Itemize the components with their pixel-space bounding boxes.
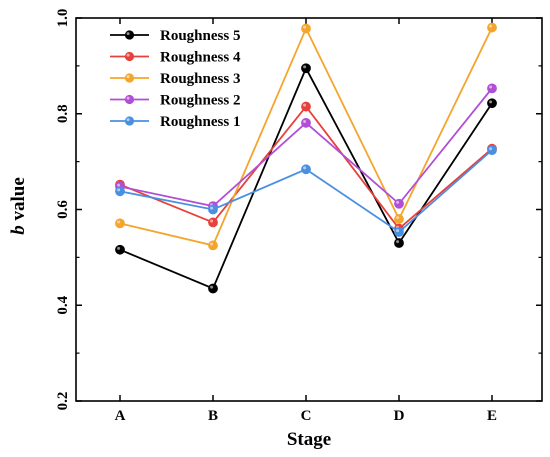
legend-label: Roughness 5 xyxy=(160,28,240,44)
data-point-highlight xyxy=(210,242,214,246)
legend-swatch-marker xyxy=(124,73,135,83)
data-point-highlight xyxy=(303,166,307,170)
legend-swatch-marker xyxy=(124,30,135,40)
legend-swatch-highlight xyxy=(126,32,130,36)
y-tick-label: 1.0 xyxy=(55,9,71,28)
data-point-highlight xyxy=(396,200,400,204)
data-point-highlight xyxy=(117,246,121,250)
legend-item: Roughness 5 xyxy=(110,28,240,44)
data-point-highlight xyxy=(396,216,400,220)
axes: 0.2 0.4 0.6 0.8 1.0 A B C D E xyxy=(55,9,543,424)
data-point-highlight xyxy=(303,65,307,69)
data-point xyxy=(487,145,497,156)
y-tick-label: 0.2 xyxy=(55,392,71,411)
x-axis-title: Stage xyxy=(287,429,331,450)
data-point-highlight xyxy=(210,285,214,289)
data-point xyxy=(487,22,497,33)
series-roughness-1 xyxy=(115,145,497,237)
legend-item: Roughness 1 xyxy=(110,114,240,130)
legend: Roughness 5 Roughness 4 Roughness 3 Roughne… xyxy=(110,28,241,130)
legend-swatch-highlight xyxy=(126,118,130,122)
legend-label: Roughness 1 xyxy=(160,114,240,130)
data-point xyxy=(487,98,497,109)
y-axis-title: b value xyxy=(8,177,29,235)
data-point-highlight xyxy=(117,183,121,187)
data-point xyxy=(301,164,311,175)
legend-item: Roughness 3 xyxy=(110,71,240,87)
data-point-highlight xyxy=(396,229,400,233)
data-point xyxy=(301,63,311,74)
data-point xyxy=(394,198,404,209)
data-point xyxy=(394,227,404,237)
legend-swatch-highlight xyxy=(126,96,130,100)
x-tick-label: A xyxy=(115,408,126,424)
x-tick-label: B xyxy=(208,408,218,424)
legend-item: Roughness 4 xyxy=(110,50,241,66)
data-point-highlight xyxy=(303,103,307,107)
y-tick-label: 0.6 xyxy=(55,200,71,219)
data-point-highlight xyxy=(396,240,400,244)
data-point-highlight xyxy=(117,220,121,224)
x-tick-label: E xyxy=(487,408,497,424)
legend-swatch-marker xyxy=(124,51,135,62)
data-point-highlight xyxy=(117,188,121,192)
data-point-highlight xyxy=(489,24,493,28)
data-point xyxy=(394,238,404,248)
data-point xyxy=(394,214,404,224)
data-point xyxy=(301,117,311,128)
data-point-highlight xyxy=(210,219,214,223)
y-tick-label: 0.4 xyxy=(55,295,71,314)
x-tick-label: D xyxy=(394,408,405,424)
data-point xyxy=(208,240,218,251)
y-axis-title-italic: b xyxy=(8,225,29,235)
legend-swatch-highlight xyxy=(126,53,130,57)
data-point xyxy=(208,283,218,294)
legend-label: Roughness 4 xyxy=(160,50,241,66)
data-point xyxy=(115,186,125,197)
data-point xyxy=(208,217,218,228)
data-point-highlight xyxy=(303,25,307,29)
y-tick-label: 0.8 xyxy=(55,104,71,123)
data-point xyxy=(115,218,125,229)
legend-label: Roughness 3 xyxy=(160,71,240,87)
legend-swatch-marker xyxy=(124,116,135,126)
data-point xyxy=(301,101,311,112)
data-point-highlight xyxy=(489,147,493,151)
legend-swatch-highlight xyxy=(126,75,130,79)
y-axis-title-rest: value xyxy=(8,177,29,225)
series-roughness-5 xyxy=(115,63,497,294)
series-roughness-3 xyxy=(115,22,497,251)
series-lines xyxy=(115,22,497,294)
legend-label: Roughness 2 xyxy=(160,93,240,109)
data-point-highlight xyxy=(210,206,214,210)
legend-swatch-marker xyxy=(124,94,135,105)
data-point-highlight xyxy=(303,119,307,123)
data-point xyxy=(208,204,218,215)
data-point-highlight xyxy=(489,100,493,104)
legend-item: Roughness 2 xyxy=(110,93,240,109)
x-tick-label: C xyxy=(301,408,312,424)
data-point xyxy=(487,83,497,94)
data-point xyxy=(301,23,311,34)
series-line xyxy=(119,149,493,234)
data-point-highlight xyxy=(489,85,493,89)
data-point xyxy=(115,244,125,255)
